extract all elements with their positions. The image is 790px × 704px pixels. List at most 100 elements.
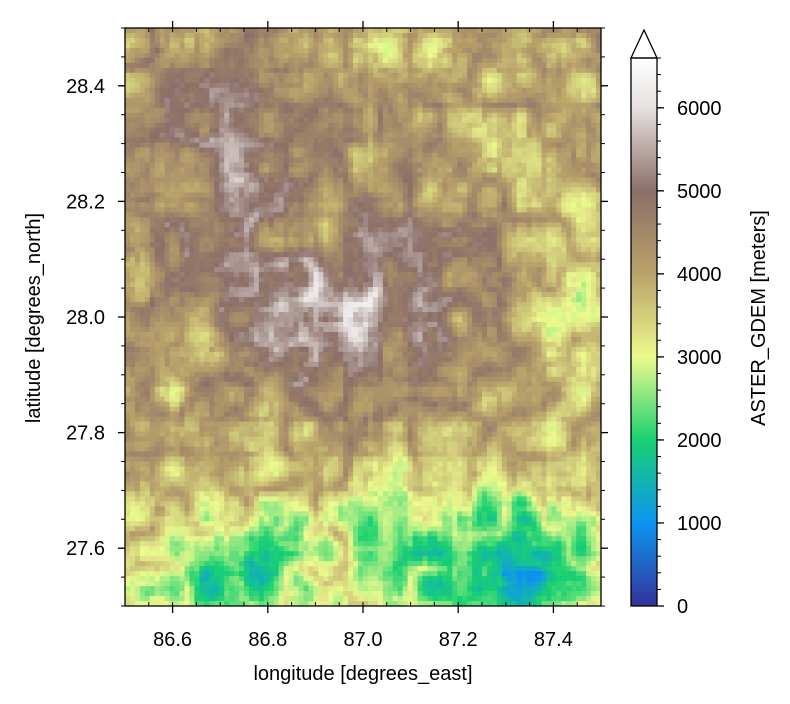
heatmap-cell <box>318 107 324 114</box>
heatmap-cell <box>442 127 448 134</box>
heatmap-cell <box>154 252 161 258</box>
heatmap-cell <box>407 252 414 258</box>
heatmap-cell <box>397 227 404 233</box>
heatmap-cell <box>496 42 503 49</box>
heatmap-cell <box>531 62 538 69</box>
heatmap-cell <box>318 62 324 69</box>
heatmap-cell <box>412 217 419 223</box>
heatmap-cell <box>372 87 379 94</box>
heatmap-cell <box>472 47 478 54</box>
heatmap-cell <box>486 42 493 49</box>
heatmap-cell <box>268 272 275 278</box>
heatmap-cell <box>472 182 478 189</box>
heatmap-cell <box>125 217 131 223</box>
heatmap-cell <box>159 222 166 228</box>
heatmap-cell <box>526 102 533 109</box>
heatmap-cell <box>457 172 463 179</box>
heatmap-cell <box>447 92 453 99</box>
heatmap-cell <box>432 197 438 203</box>
heatmap-cell <box>343 187 349 194</box>
heatmap-cell <box>283 187 290 194</box>
heatmap-cell <box>367 157 374 164</box>
heatmap-cell <box>581 182 587 189</box>
heatmap-cell <box>516 267 523 273</box>
heatmap-cell <box>343 122 349 129</box>
heatmap-cell <box>258 227 265 233</box>
heatmap-cell <box>462 202 468 208</box>
heatmap-cell <box>541 222 548 228</box>
heatmap-cell <box>472 242 478 248</box>
heatmap-cell <box>387 157 394 164</box>
heatmap-cell <box>164 262 171 268</box>
heatmap-cell <box>367 28 374 34</box>
heatmap-cell <box>462 52 468 59</box>
heatmap-cell <box>239 57 245 64</box>
heatmap-cell <box>149 142 156 149</box>
heatmap-cell <box>501 162 508 169</box>
heatmap-cell <box>313 132 319 139</box>
heatmap-cell <box>139 67 146 74</box>
heatmap-cell <box>566 102 572 109</box>
heatmap-cell <box>472 252 478 258</box>
heatmap-cell <box>164 28 171 34</box>
heatmap-cell <box>244 107 250 114</box>
heatmap-cell <box>154 242 161 248</box>
heatmap-cell <box>506 82 513 89</box>
heatmap-cell <box>496 62 503 69</box>
heatmap-cell <box>144 222 151 228</box>
heatmap-cell <box>229 227 235 233</box>
heatmap-cell <box>268 32 275 39</box>
heatmap-cell <box>501 122 508 129</box>
heatmap-cell <box>387 57 394 64</box>
heatmap-cell <box>164 207 171 213</box>
heatmap-cell <box>129 147 136 154</box>
heatmap-cell <box>229 222 235 228</box>
heatmap-cell <box>293 147 300 154</box>
heatmap-cell <box>293 52 300 59</box>
heatmap-cell <box>531 202 538 208</box>
heatmap-cell <box>511 102 518 109</box>
heatmap-cell <box>387 147 394 154</box>
heatmap-cell <box>541 102 548 109</box>
heatmap-cell <box>382 282 389 288</box>
heatmap-cell <box>179 77 186 84</box>
heatmap-cell <box>263 217 270 223</box>
heatmap-cell <box>482 67 488 74</box>
heatmap-cell <box>363 252 369 258</box>
heatmap-cell <box>258 197 265 203</box>
heatmap-cell <box>482 187 488 194</box>
heatmap-cell <box>214 162 220 169</box>
heatmap-cell <box>204 42 210 49</box>
heatmap-cell <box>343 167 349 174</box>
heatmap-cell <box>239 147 245 154</box>
heatmap-cell <box>521 277 528 283</box>
heatmap-cell <box>209 87 215 94</box>
heatmap-cell <box>323 67 329 74</box>
heatmap-cell <box>348 42 354 49</box>
heatmap-cell <box>209 242 215 248</box>
heatmap-cell <box>501 37 508 44</box>
heatmap-cell <box>551 52 557 59</box>
heatmap-cell <box>521 127 528 134</box>
heatmap-cell <box>164 172 171 179</box>
heatmap-cell <box>179 207 186 213</box>
heatmap-cell <box>596 257 601 263</box>
heatmap-cell <box>179 92 186 99</box>
heatmap-cell <box>477 92 483 99</box>
heatmap-cell <box>372 177 379 184</box>
heatmap-cell <box>377 47 384 54</box>
heatmap-cell <box>447 257 453 263</box>
heatmap-cell <box>501 202 508 208</box>
heatmap-cell <box>566 272 572 278</box>
heatmap-cell <box>154 47 161 54</box>
heatmap-cell <box>298 192 305 199</box>
heatmap-cell <box>169 137 176 144</box>
heatmap-cell <box>303 187 310 194</box>
heatmap-cell <box>298 112 305 119</box>
heatmap-cell <box>248 77 255 84</box>
heatmap-cell <box>268 92 275 99</box>
heatmap-cell <box>189 97 196 104</box>
heatmap-cell <box>343 207 349 213</box>
heatmap-cell <box>586 217 592 223</box>
heatmap-cell <box>338 267 344 273</box>
